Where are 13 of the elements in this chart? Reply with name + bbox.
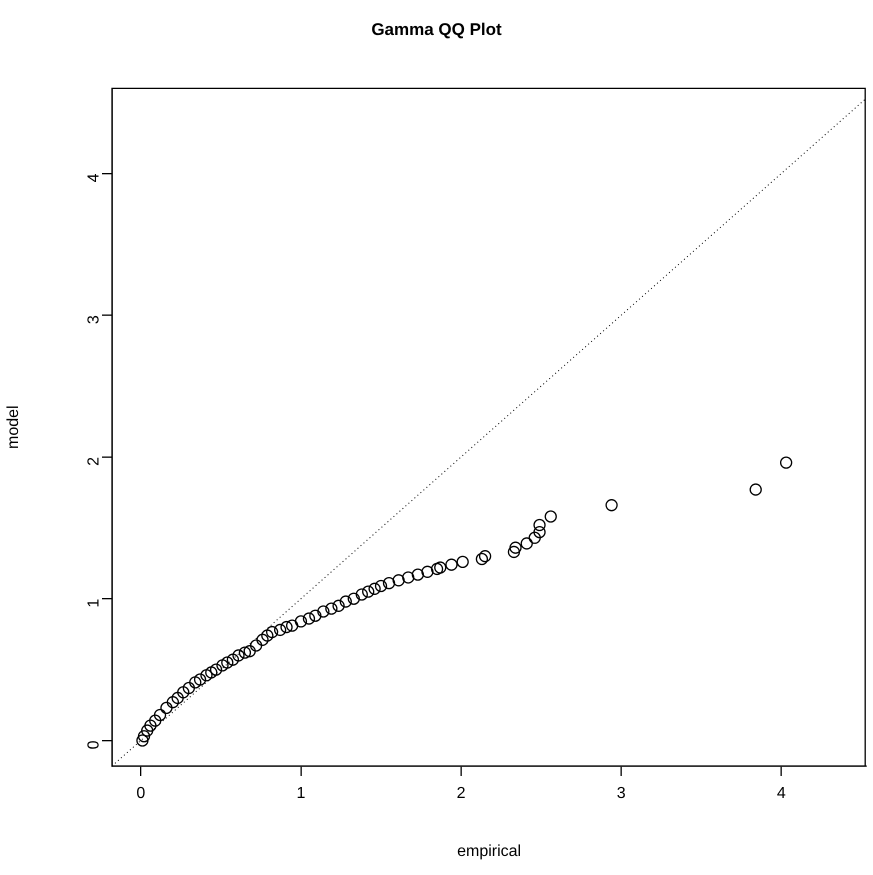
y-tick-label: 1 <box>85 598 102 608</box>
x-tick-label: 0 <box>136 785 146 802</box>
y-tick-label: 3 <box>85 315 102 324</box>
x-axis-title: empirical <box>457 842 522 860</box>
x-tick-label: 3 <box>616 785 626 802</box>
x-tick-label: 1 <box>296 785 306 802</box>
chart-title: Gamma QQ Plot <box>371 20 502 39</box>
y-axis-title: model <box>5 405 22 449</box>
x-tick-label: 4 <box>776 785 786 802</box>
y-tick-label: 4 <box>85 173 102 182</box>
y-tick-label: 0 <box>85 740 102 750</box>
x-tick-label: 2 <box>456 785 466 802</box>
y-tick-label: 2 <box>85 456 102 466</box>
